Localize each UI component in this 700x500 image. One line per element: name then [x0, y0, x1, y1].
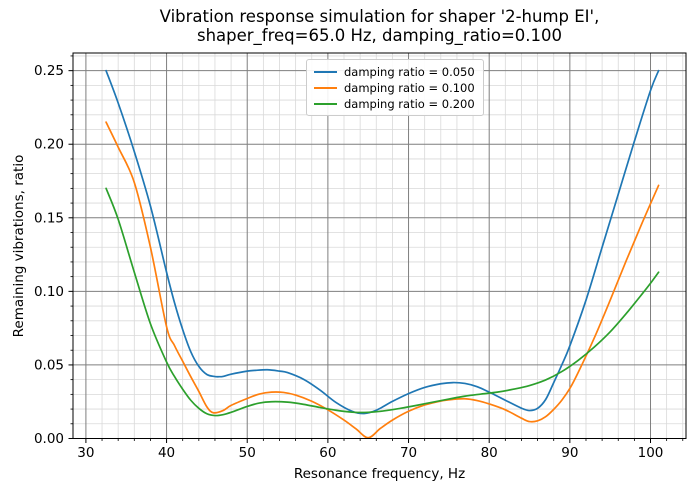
axes-spines	[72, 52, 687, 439]
y-tick-label: 0.05	[34, 357, 64, 373]
y-tick-label: 0.00	[34, 431, 64, 447]
x-tick-label: 60	[319, 445, 336, 461]
y-tick-label: 0.25	[34, 63, 64, 79]
series-line-0	[105, 69, 660, 415]
y-tick-label: 0.15	[34, 210, 64, 226]
x-axis-label: Resonance frequency, Hz	[293, 466, 466, 482]
legend-item: damping ratio = 0.200	[314, 96, 475, 111]
chart-title: Vibration response simulation for shaper…	[159, 7, 600, 46]
y-tick-label: 0.20	[34, 137, 64, 153]
legend-item: damping ratio = 0.050	[314, 64, 475, 79]
x-tick-label: 100	[638, 445, 664, 461]
legend-line-swatch	[314, 70, 337, 73]
series-line-1	[105, 121, 660, 439]
x-tick-label: 40	[158, 445, 175, 461]
y-tick-label: 0.10	[34, 284, 64, 300]
x-tick-label: 50	[239, 445, 256, 461]
legend: damping ratio = 0.050 damping ratio = 0.…	[306, 59, 484, 116]
y-axis-label: Remaining vibrations, ratio	[11, 154, 27, 338]
x-tick-label: 30	[77, 445, 94, 461]
x-tick-label: 70	[400, 445, 417, 461]
series-line-2	[105, 187, 660, 417]
legend-label: damping ratio = 0.200	[344, 96, 475, 111]
legend-label: damping ratio = 0.100	[344, 80, 475, 95]
legend-line-swatch	[314, 86, 337, 89]
legend-item: damping ratio = 0.100	[314, 80, 475, 95]
legend-line-swatch	[314, 102, 337, 105]
x-tick-label: 90	[561, 445, 578, 461]
x-tick-label: 80	[481, 445, 498, 461]
legend-label: damping ratio = 0.050	[344, 64, 475, 79]
